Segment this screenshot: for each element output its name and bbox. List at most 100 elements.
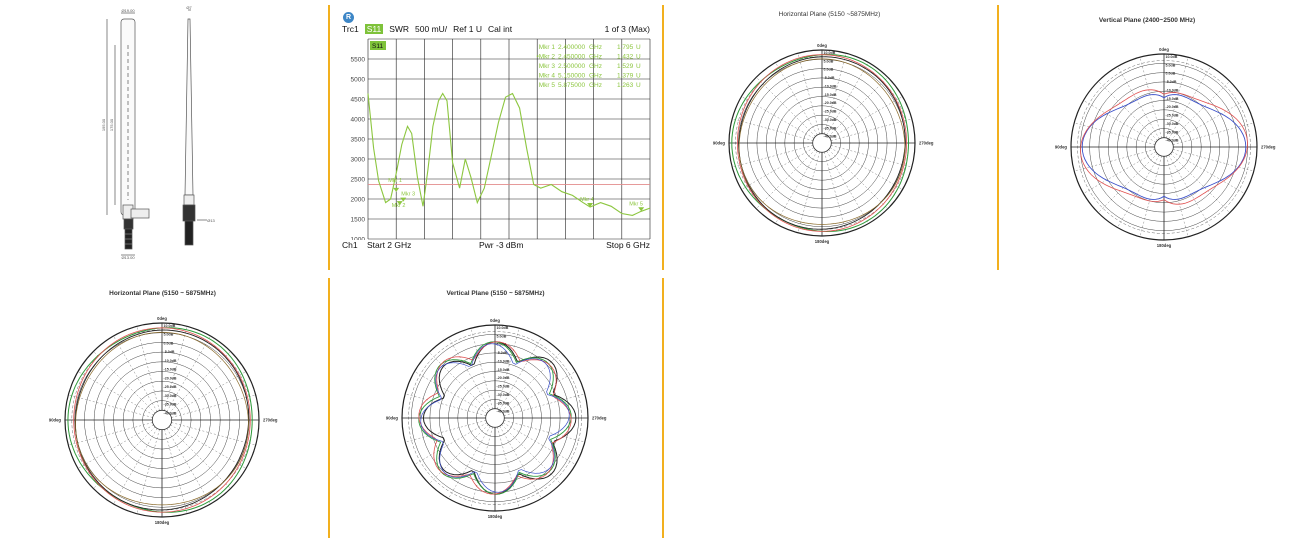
grid-spoke [1083, 151, 1157, 194]
dim-side-base: Ø13 [207, 218, 215, 223]
marker-value: 1.263 [617, 82, 634, 89]
ring-label: -15.0dB [1166, 97, 1179, 101]
grid-spoke [499, 425, 542, 499]
marker-vunit: U [636, 63, 641, 70]
angle-label: 0deg [817, 43, 827, 48]
angle-label: 0deg [157, 316, 167, 321]
grid-spoke [497, 426, 520, 508]
swr-trace [367, 92, 651, 216]
grid-spoke [470, 426, 493, 508]
y-tick-label: 3500 [351, 137, 366, 144]
grid-spoke [1074, 149, 1156, 172]
chart-title: Vertical Plane (2400~2500 MHz) [1098, 17, 1196, 24]
ring-label: 0.0dB [1166, 72, 1176, 76]
param-badge: S11 [364, 24, 384, 34]
grid-spoke [113, 335, 158, 412]
grid-spoke [405, 393, 487, 416]
marker-label: Mkr 3 [401, 192, 415, 198]
pattern-curve-red [1080, 89, 1248, 205]
marker-triangle [393, 187, 400, 192]
ring-label: -5.0dB [497, 351, 508, 355]
y-tick-label: 1000 [351, 237, 366, 241]
marker-label: Mkr 4 [580, 197, 594, 203]
center-ring [151, 409, 173, 431]
grid-spoke [429, 424, 489, 484]
marker-vunit: U [636, 73, 641, 80]
y-tick-label: 3000 [351, 157, 366, 164]
grid-spoke [502, 371, 576, 414]
grid-spoke [741, 96, 815, 139]
grid-spoke [136, 429, 160, 514]
marker-triangle [396, 201, 403, 206]
pattern-curve-blue [1081, 94, 1247, 200]
marker-value: 1.795 [617, 44, 634, 51]
grid-spoke [1170, 81, 1230, 141]
grid-spoke [826, 150, 869, 224]
angle-label: 180deg [1157, 243, 1172, 248]
ring-label: -35.0dB [1166, 130, 1179, 134]
grid-spoke [168, 426, 231, 489]
marker-label: Mkr 2 [392, 203, 406, 209]
grid-spoke [497, 328, 520, 410]
angle-label: 180deg [155, 520, 170, 525]
ring-label: 10.0dB [1166, 55, 1178, 59]
y-tick-label: 5500 [351, 57, 366, 64]
grid-spoke [499, 337, 542, 411]
ring-label: 0.0dB [497, 343, 507, 347]
y-tick-label: 2500 [351, 177, 366, 184]
start-freq: Start 2 GHz [367, 240, 412, 250]
marker-label: Mkr 5 [629, 201, 643, 207]
angle-label: 180deg [488, 514, 503, 519]
ring-label: -20.0dB [164, 376, 177, 380]
trace-name: Trc1 [342, 24, 359, 34]
ring-label: -40.0dB [1166, 139, 1179, 143]
grid-spoke [732, 118, 814, 141]
antenna-drawing: Ø19.00 195.00 175.00 Ø13.00 Ø7 Ø13 [101, 5, 216, 260]
grid-spoke [1166, 57, 1189, 139]
polar-panel-4: Vertical Plane (5150 ~ 5875MHz) 10.0dB 5.… [333, 280, 658, 538]
grid-spoke [470, 328, 493, 410]
grid-spoke [136, 326, 160, 411]
trace-label: S11 [372, 43, 383, 50]
page-indicator: 1 of 3 (Max) [604, 24, 650, 34]
vna-grid [367, 38, 651, 240]
grid-spoke [1117, 154, 1160, 228]
ring-label: -35.0dB [164, 403, 177, 407]
ring-label: -15.0dB [164, 368, 177, 372]
polar-chart: 10.0dB 5.0dB 0.0dB -5.0dB -10.0dB -15.0dB -20.… [713, 43, 934, 244]
y-tick-label: 4500 [351, 97, 366, 104]
ring-label: -25.0dB [164, 385, 177, 389]
vna-plot: 5500 5000 4500 4000 3500 3000 2500 2000 1500 1000… [351, 38, 651, 241]
grid-spoke [164, 429, 188, 514]
ring-label: -30.0dB [1166, 122, 1179, 126]
marker-freq: 5.875000 [558, 82, 585, 89]
ring-label: -15.0dB [497, 368, 510, 372]
angle-label: 270deg [592, 416, 607, 421]
vna-header: Trc1 S11 SWR 500 mU/Ref 1 U Cal int [342, 24, 518, 34]
grid-spoke [448, 337, 491, 411]
grid-spoke [1168, 66, 1211, 140]
grid-spoke [830, 145, 912, 168]
grid-spoke [448, 425, 491, 499]
grid-spoke [1172, 149, 1254, 172]
power: Pwr -3 dBm [479, 240, 524, 250]
y-tick-label: 1500 [351, 217, 366, 224]
marker-unit: GHz [589, 82, 602, 89]
angle-label: 90deg [386, 416, 399, 421]
marker-name: Mkr 1 [539, 44, 556, 51]
grid-spoke [829, 96, 903, 139]
grid-spoke [170, 424, 247, 469]
cal: Cal int [487, 24, 513, 34]
ring-label: 5.0dB [824, 59, 834, 63]
grid-spoke [171, 394, 256, 418]
polar-panel-2: Vertical Plane (2400~2500 MHz) 10.0dB 5.0… [1002, 5, 1292, 267]
ring-label: 10.0dB [824, 51, 836, 55]
marker-name: Mkr 5 [539, 82, 556, 89]
grid-spoke [170, 371, 247, 416]
trace-badge [370, 41, 386, 50]
ring-label: -40.0dB [824, 135, 837, 139]
ring-label: 0.0dB [164, 341, 174, 345]
dim-base-width: Ø13.00 [121, 255, 135, 260]
marker-triangle [400, 197, 407, 202]
pattern-curve-red [418, 341, 572, 495]
